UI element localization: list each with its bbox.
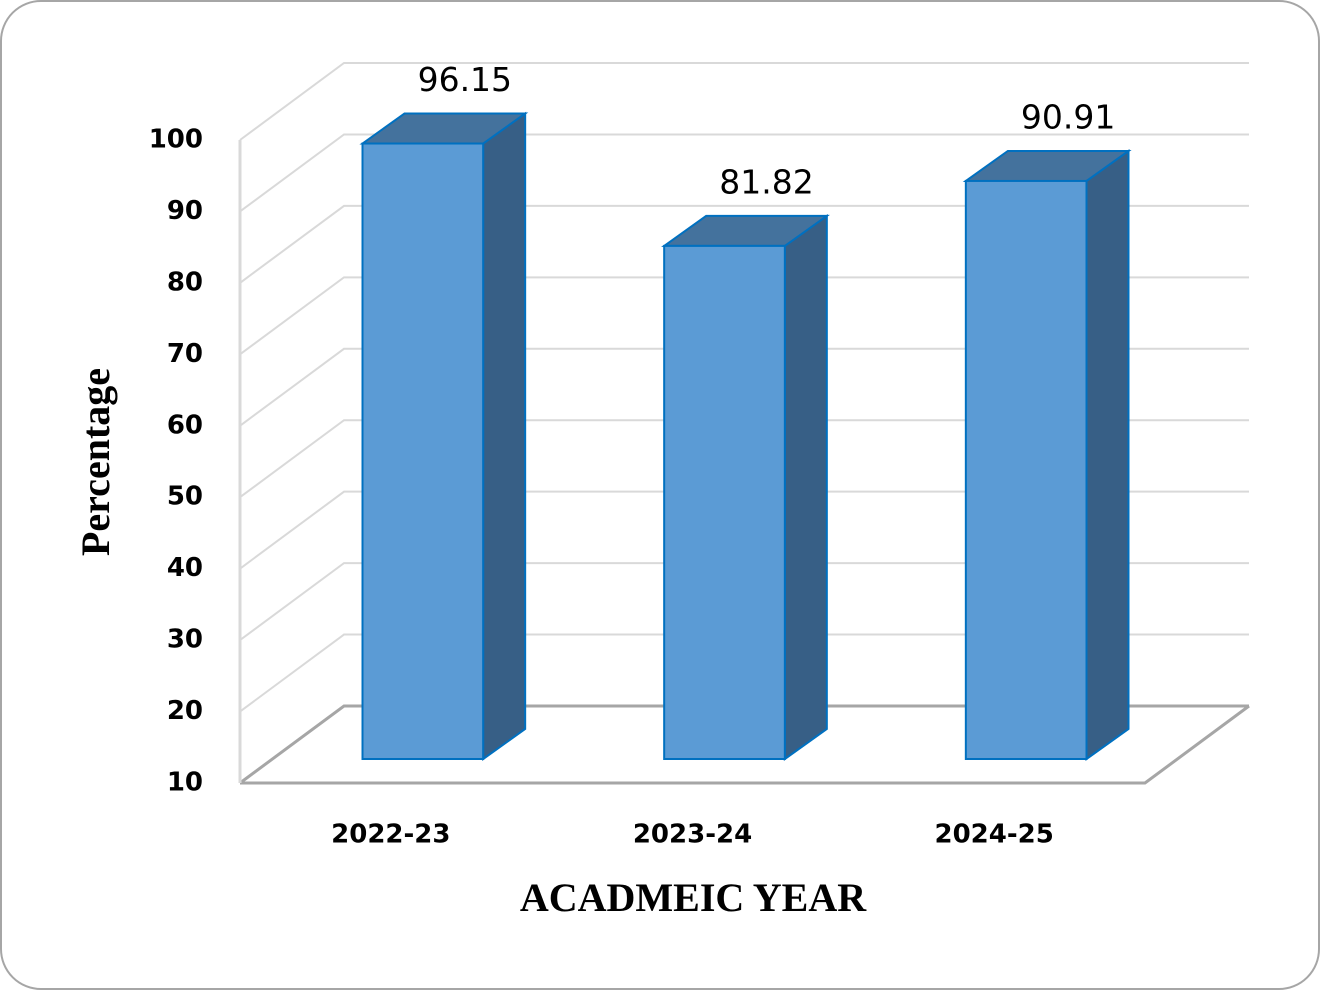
bar-side xyxy=(1085,148,1130,761)
x-tick-label: 2022-23 xyxy=(331,820,450,850)
bar xyxy=(663,244,786,761)
y-tick-label: 80 xyxy=(167,267,203,297)
grid-line xyxy=(239,490,1249,570)
bar-side xyxy=(482,111,527,761)
value-label: 81.82 xyxy=(719,162,813,201)
y-tick-label: 40 xyxy=(167,553,203,583)
y-tick-label: 20 xyxy=(167,696,203,726)
bar xyxy=(964,179,1088,760)
grid-line xyxy=(239,62,1249,141)
grid-line xyxy=(239,562,1249,641)
grid-line xyxy=(239,633,1249,713)
x-tick-label: 2023-24 xyxy=(633,820,752,850)
grid-line xyxy=(239,276,1249,356)
y-tick-label: 100 xyxy=(149,125,203,155)
x-axis-title: ACADMEIC YEAR xyxy=(520,875,867,920)
y-tick-label: 50 xyxy=(167,482,203,512)
floor-edge xyxy=(240,704,1250,785)
value-label: 90.91 xyxy=(1021,97,1115,136)
y-tick-label: 60 xyxy=(167,410,203,440)
bar xyxy=(361,142,485,760)
grid-line xyxy=(239,204,1249,284)
y-tick-label: 30 xyxy=(167,625,203,655)
grid-line xyxy=(239,347,1249,427)
y-tick-label: 70 xyxy=(167,339,203,369)
y-tick-label: 90 xyxy=(167,196,203,226)
y-axis-title: Percentage xyxy=(73,368,118,556)
bar-side xyxy=(783,213,828,761)
floor-line xyxy=(239,704,1249,785)
grid-line xyxy=(239,133,1249,213)
value-label: 96.15 xyxy=(418,60,512,99)
grid-line xyxy=(239,419,1249,499)
x-tick-label: 2024-25 xyxy=(934,820,1053,850)
y-tick-label: 10 xyxy=(167,768,203,798)
